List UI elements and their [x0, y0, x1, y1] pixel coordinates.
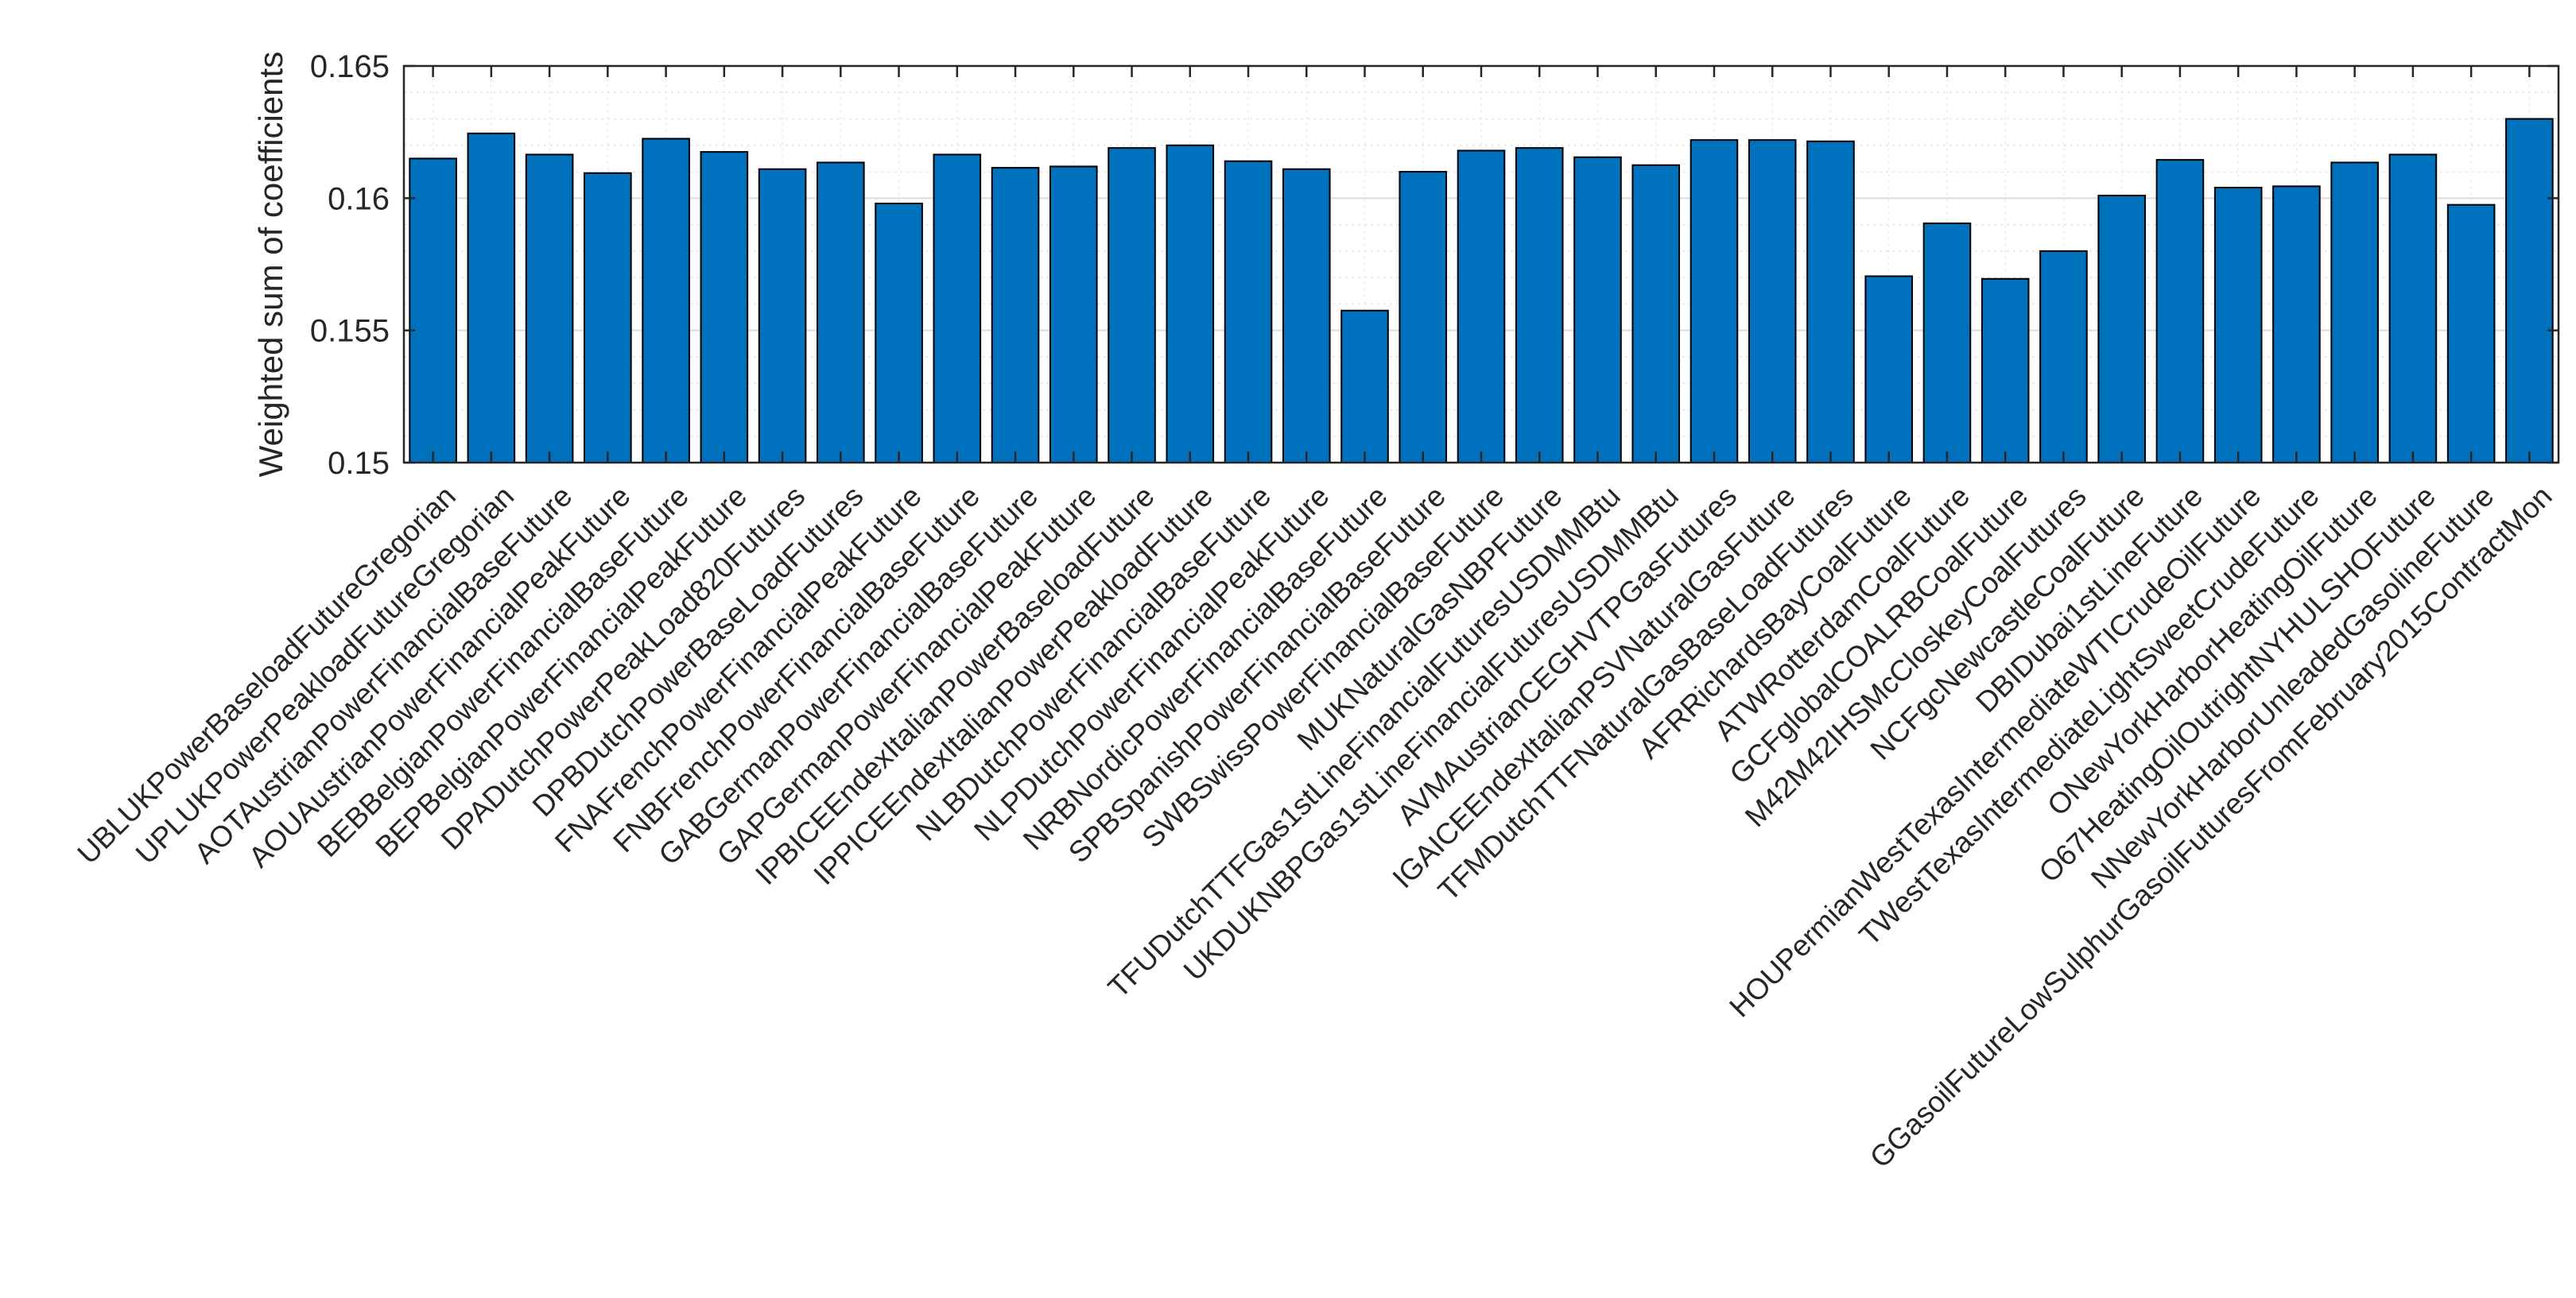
- y-axis-ticks: 0.15 0.155 0.16 0.165: [310, 49, 2559, 481]
- bar: [1340, 309, 1389, 464]
- bar: [1108, 147, 1156, 463]
- bar: [700, 151, 749, 463]
- bar: [1457, 149, 1506, 463]
- bar: [817, 161, 865, 463]
- bar: [1922, 222, 1972, 463]
- bar: [991, 167, 1040, 463]
- bar: [2039, 250, 2088, 463]
- bar: [2388, 153, 2438, 463]
- bar: [1748, 139, 1797, 463]
- bar: [1980, 277, 2030, 463]
- bar: [2155, 159, 2205, 463]
- y-tick-label: 0.165: [310, 49, 390, 84]
- bar: [875, 202, 923, 463]
- bar: [1690, 139, 1739, 463]
- bars: [409, 118, 2554, 464]
- bar: [409, 157, 457, 464]
- bar: [1631, 164, 1681, 463]
- bar: [1515, 147, 1564, 463]
- bar: [584, 172, 632, 463]
- bar: [2446, 203, 2496, 463]
- bar: [1166, 144, 1215, 464]
- bar: [1224, 160, 1273, 463]
- y-tick-label: 0.155: [310, 314, 390, 349]
- bar: [1049, 165, 1098, 463]
- bar: [758, 168, 807, 464]
- bar: [525, 153, 574, 463]
- bar: [1864, 275, 1914, 463]
- bar: [1399, 171, 1448, 463]
- bar: [2213, 187, 2263, 463]
- bar: [2505, 118, 2554, 464]
- y-tick-label: 0.15: [328, 446, 390, 481]
- y-tick-label: 0.16: [328, 181, 390, 216]
- y-axis-label: Weighted sum of coefficients: [252, 52, 289, 477]
- bar: [1573, 156, 1622, 464]
- bar: [642, 138, 690, 463]
- bar: [933, 153, 982, 463]
- bar: [2097, 195, 2146, 464]
- bar: [2272, 185, 2321, 463]
- bar: [467, 132, 516, 464]
- bar: [1282, 168, 1331, 464]
- bar: [1806, 140, 1855, 463]
- bar: [2330, 161, 2379, 463]
